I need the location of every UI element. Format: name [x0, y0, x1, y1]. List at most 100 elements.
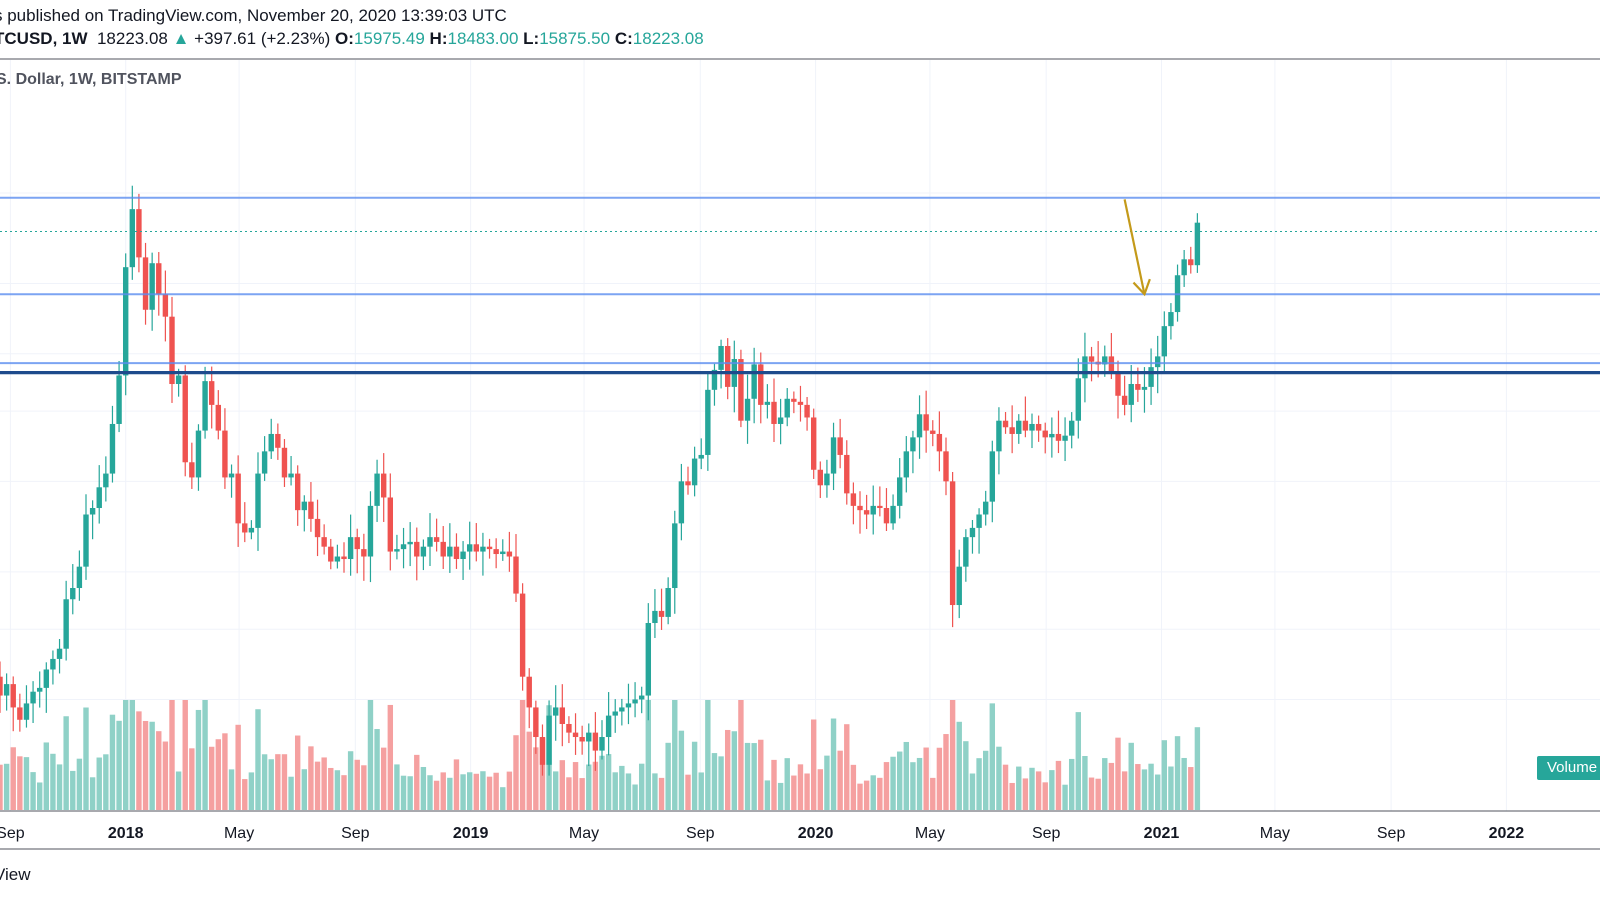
- volume-bar: [969, 773, 976, 810]
- volume-bar: [440, 772, 446, 810]
- candle-body: [30, 691, 36, 704]
- candle-body: [605, 715, 612, 738]
- candle-body: [1188, 259, 1194, 266]
- volume-bar: [612, 772, 618, 810]
- x-tick-label: May: [1260, 825, 1290, 842]
- volume-bar: [222, 733, 228, 810]
- candle-body: [857, 505, 863, 511]
- close-value: 18223.08: [632, 29, 704, 48]
- candle-body: [943, 451, 949, 482]
- volume-bar: [804, 773, 810, 810]
- volume-bar: [414, 754, 420, 810]
- candle-body: [863, 510, 870, 515]
- volume-bar: [566, 777, 572, 810]
- candle-body: [797, 401, 804, 405]
- candle-body: [400, 544, 407, 550]
- candle-body: [242, 523, 248, 533]
- candle-body: [903, 451, 910, 478]
- series-title[interactable]: S. Dollar, 1W, BITSTAMP: [0, 71, 182, 88]
- candle-body: [1029, 423, 1035, 431]
- volume-bar: [83, 707, 89, 810]
- candle-body: [10, 684, 16, 708]
- candle-body: [294, 473, 301, 511]
- candle-body: [473, 544, 480, 552]
- volume-bar: [255, 709, 261, 810]
- candle-body: [784, 398, 790, 418]
- volume-bar: [797, 764, 804, 810]
- candle-body: [387, 497, 394, 552]
- candle-body: [288, 473, 294, 478]
- price-change: +397.61 (+2.23%): [194, 29, 331, 48]
- volume-bar: [896, 751, 903, 810]
- volume-bar: [129, 700, 136, 810]
- candle-body: [552, 707, 559, 716]
- volume-bar: [976, 758, 982, 810]
- candle-body: [70, 588, 76, 600]
- volume-bar: [936, 747, 943, 810]
- candle-body: [592, 732, 599, 751]
- x-tick-label: 2019: [453, 825, 489, 842]
- volume-bar: [625, 773, 632, 810]
- candle-body: [215, 404, 222, 431]
- candle-body: [572, 732, 579, 738]
- candle-body: [877, 505, 883, 509]
- candle-body: [142, 257, 149, 310]
- candle-body: [976, 514, 982, 528]
- volume-bar: [328, 767, 334, 810]
- symbol-label[interactable]: TCUSD: [0, 29, 53, 48]
- volume-bar: [1035, 771, 1042, 810]
- candle-body: [566, 723, 572, 733]
- volume-bar: [724, 729, 731, 810]
- x-tick-label: Sep: [341, 825, 370, 842]
- candle-body: [162, 294, 169, 317]
- candle-body: [619, 707, 625, 712]
- candle-body: [824, 473, 830, 486]
- volume-bar: [427, 775, 433, 810]
- interval-label[interactable]: 1W: [62, 29, 88, 48]
- candle-body: [1082, 356, 1088, 379]
- candle-body: [407, 541, 413, 545]
- volume-bar: [711, 753, 718, 810]
- volume-bar: [1042, 782, 1048, 810]
- time-axis[interactable]: Sep 2018 May Sep 2019 May Sep 2020 May Sep 2021 May…: [0, 825, 1524, 842]
- candle-body: [738, 359, 744, 421]
- candle-body: [533, 707, 539, 738]
- candle-body: [156, 263, 162, 295]
- volume-bar: [367, 700, 374, 810]
- volume-bar: [844, 724, 850, 810]
- candle-body: [453, 546, 460, 560]
- candle-body: [493, 549, 499, 555]
- candle-body: [466, 544, 473, 552]
- x-tick-label: May: [224, 825, 254, 842]
- candle-body: [810, 417, 817, 470]
- volume-bar: [3, 763, 10, 810]
- candle-body: [17, 707, 23, 720]
- volume-bar: [586, 764, 592, 810]
- candle-body: [202, 381, 208, 431]
- volume-bar: [1082, 756, 1088, 810]
- volume-bar: [162, 741, 169, 810]
- volume-bar: [718, 756, 724, 810]
- candle-body: [182, 375, 188, 463]
- volume-bar: [321, 757, 327, 810]
- volume-bar: [30, 772, 36, 810]
- candle-body: [519, 593, 526, 677]
- arrow-annotation: [1123, 199, 1151, 297]
- volume-bar: [810, 719, 817, 810]
- candle-body: [744, 398, 751, 421]
- volume-bar: [486, 776, 493, 810]
- volume-bar: [23, 757, 30, 810]
- candle-body: [248, 527, 255, 533]
- volume-bar: [949, 700, 956, 810]
- volume-bar: [354, 759, 360, 810]
- candle-body: [870, 505, 876, 515]
- candle-body: [890, 505, 896, 524]
- candle-body: [705, 389, 711, 455]
- volume-bar: [592, 761, 599, 810]
- candle-body: [447, 546, 453, 557]
- arrow-shaft[interactable]: [1123, 199, 1146, 295]
- candle-body: [308, 501, 314, 519]
- candle-body: [50, 658, 56, 670]
- tradingview-brand[interactable]: View: [0, 865, 31, 884]
